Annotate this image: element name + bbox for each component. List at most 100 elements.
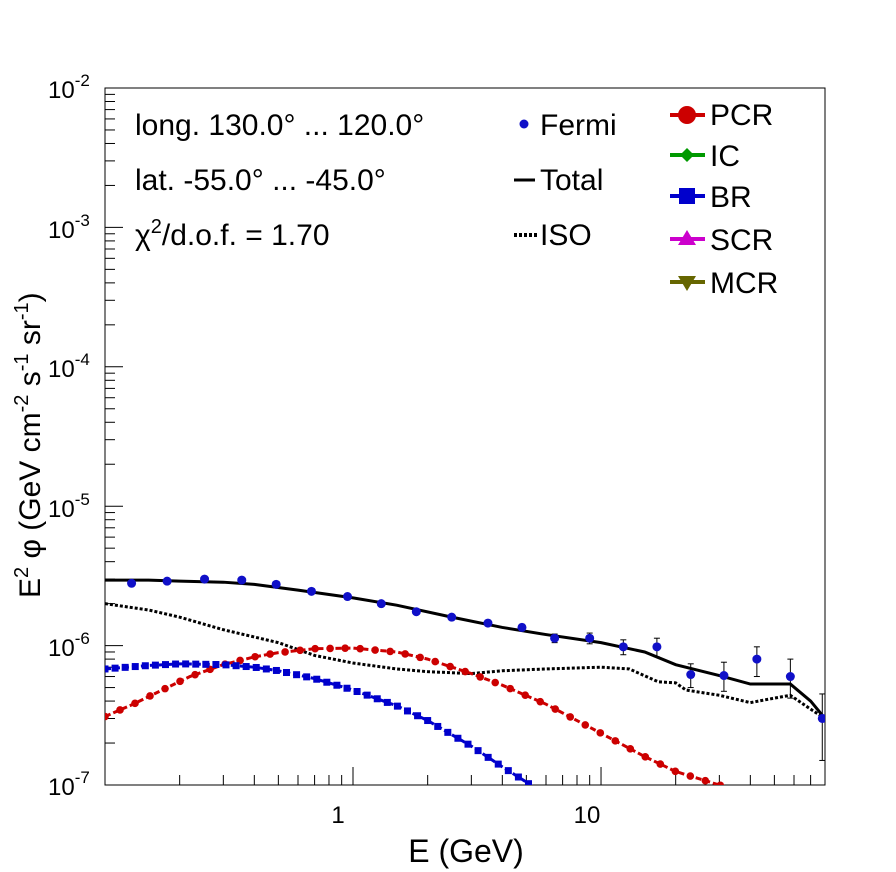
y-axis-ticks [105,87,123,786]
data-point-br [353,688,361,696]
data-point-fermi [752,654,762,664]
data-point-fermi [447,612,457,622]
data-point-br [454,734,462,742]
data-point-fermi [200,574,210,584]
series-total [105,578,825,720]
data-point-pcr [581,721,590,729]
data-point-br [303,673,311,681]
data-point-br [262,665,270,673]
x-axis-title: E (GeV) [408,833,524,869]
data-point-br [363,691,371,699]
data-point-fermi [517,622,527,632]
data-point-fermi [271,579,281,589]
data-point-fermi [817,713,825,723]
x-tick-label-1: 1 [331,802,344,829]
data-point-br [172,660,180,668]
data-point-br [212,661,220,669]
data-point-br [494,760,502,768]
data-point-br [514,773,522,781]
data-point-fermi [306,586,316,596]
data-point-br [151,661,159,669]
data-point-br [393,702,401,710]
legend-iso-label: ISO [540,219,592,252]
series-line-total [105,578,825,720]
data-point-pcr [461,667,469,676]
plot-frame [104,87,826,786]
data-point-br [105,665,109,673]
legend-scr-label: SCR [710,224,773,257]
data-point-br [121,663,129,671]
data-point-pcr [551,705,560,713]
y-tick-label-1e-7: 10-7 [48,768,90,801]
data-point-pcr [311,644,319,653]
x-tick-labels: 1 10 [331,802,600,829]
data-point-br [333,681,341,689]
data-point-pcr [341,644,349,653]
y-tick-label-1e-5: 10-5 [48,490,90,523]
data-point-br [444,728,452,736]
legend-total-label: Total [540,164,603,197]
data-point-br [182,660,190,668]
data-point-pcr [401,650,409,658]
data-point-pcr [686,772,695,780]
data-point-br [484,753,492,761]
data-point-fermi [719,671,729,681]
series-br [105,660,542,795]
data-point-br [474,747,482,755]
data-point-pcr [566,713,575,721]
x-tick-label-10: 10 [574,802,601,829]
data-point-pcr [146,692,154,700]
data-point-pcr [701,776,710,785]
data-point-br [192,660,200,668]
data-point-fermi [785,672,795,682]
data-point-pcr [191,670,199,679]
data-point-pcr [491,678,500,687]
data-point-pcr [641,753,650,761]
series-fermi [127,574,825,761]
data-point-pcr [656,760,665,768]
data-point-fermi [162,576,172,586]
data-point-br [252,663,260,671]
data-point-br [141,662,149,670]
data-point-br [161,661,169,669]
legend-ic-label: IC [710,140,740,173]
data-point-pcr [371,646,379,654]
data-point-br [222,661,230,669]
data-point-br [535,788,542,795]
data-point-fermi [550,633,560,643]
y-tick-label-1e-4: 10-4 [48,350,90,383]
data-point-pcr [611,737,620,745]
data-point-pcr [476,673,484,681]
data-point-br [383,698,391,706]
data-point-pcr [732,786,740,794]
data-point-pcr [266,650,274,658]
data-point-pcr [446,662,454,671]
legend-br-marker [679,188,695,204]
data-point-br [343,684,351,692]
data-point-pcr [506,684,515,693]
data-point-pcr [296,646,304,655]
data-point-pcr [105,712,109,721]
data-point-br [242,663,250,671]
data-point-br [403,707,411,715]
annotations: long. 130.0° ... 120.0° lat. -55.0° ... … [135,109,424,252]
legend-right: PCR IC BR SCR MCR [670,99,778,300]
data-point-pcr [536,697,545,706]
legend-scr-marker [678,230,696,245]
data-point-fermi [483,618,493,628]
data-point-fermi [618,642,628,652]
data-point-br [131,663,139,671]
data-point-fermi [237,575,247,585]
legend-left: Fermi Total ISO [514,109,617,252]
legend-br-label: BR [710,181,752,214]
data-point-fermi [686,670,696,680]
data-point-pcr [671,767,680,776]
data-point-pcr [356,644,364,653]
legend-fermi-marker [519,119,529,129]
series-layer [105,574,825,795]
data-point-pcr [626,745,635,753]
series-line-br [105,662,533,785]
data-point-br [424,717,432,725]
data-point-pcr [251,652,259,661]
